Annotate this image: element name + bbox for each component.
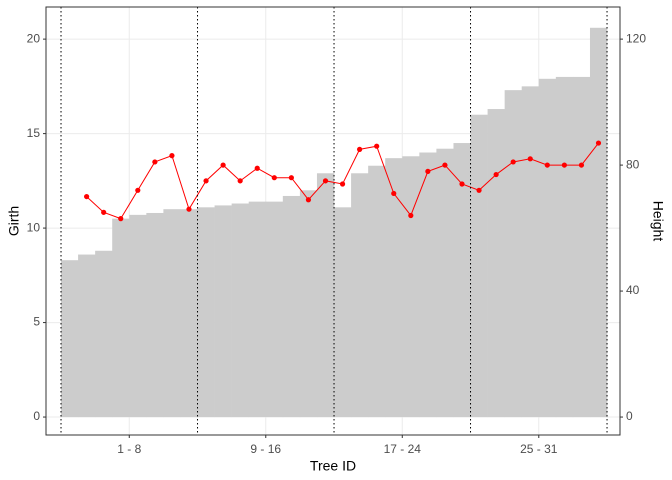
bar — [316, 173, 335, 418]
y2-axis-title: Height — [650, 201, 666, 242]
point — [203, 178, 209, 184]
bar — [112, 218, 130, 418]
point — [578, 162, 585, 168]
bar — [61, 260, 79, 418]
bar — [572, 76, 591, 418]
bar — [538, 78, 557, 418]
bar — [282, 195, 301, 418]
bar — [180, 209, 198, 418]
bar — [299, 190, 318, 418]
point — [391, 190, 397, 197]
point — [118, 216, 124, 222]
bar — [487, 109, 505, 418]
point — [135, 187, 141, 193]
bar — [231, 203, 250, 418]
bar — [248, 201, 267, 418]
x-tick-label: 9 - 16 — [250, 442, 281, 456]
bar — [402, 156, 420, 418]
bar — [368, 165, 386, 418]
y2-tick-label: 80 — [626, 157, 640, 171]
y-tick-label: 5 — [33, 315, 40, 329]
bar — [334, 207, 352, 418]
bar — [385, 158, 403, 418]
bar — [214, 205, 232, 418]
x-axis-title: Tree ID — [310, 458, 356, 474]
bar — [555, 76, 574, 418]
point — [561, 162, 567, 168]
y2-tick-label: 120 — [626, 31, 646, 45]
bar — [95, 250, 113, 418]
y-tick-label: 0 — [33, 409, 40, 423]
bar — [589, 27, 608, 418]
point — [254, 165, 260, 171]
point — [476, 187, 482, 193]
point — [408, 212, 414, 219]
bar — [129, 214, 147, 418]
point — [442, 162, 448, 168]
bar — [453, 143, 471, 418]
point — [425, 168, 431, 174]
point — [84, 193, 90, 200]
x-tick-label: 1 - 8 — [117, 442, 141, 456]
bar — [504, 90, 523, 418]
bar — [163, 209, 181, 418]
point — [101, 209, 107, 215]
bar — [146, 212, 164, 418]
point — [374, 143, 380, 149]
point — [186, 206, 192, 212]
point — [288, 175, 294, 181]
y-tick-label: 15 — [27, 126, 41, 140]
y2-tick-label: 0 — [626, 409, 633, 423]
y-axis-title: Girth — [6, 206, 22, 236]
point — [493, 171, 499, 178]
bar — [470, 114, 488, 418]
x-tick-label: 17 - 24 — [384, 442, 422, 456]
point — [271, 175, 277, 181]
point — [237, 178, 243, 184]
point — [305, 197, 312, 203]
panel-border — [45, 6, 621, 436]
bar — [436, 148, 454, 418]
point — [595, 140, 602, 146]
point — [357, 146, 363, 152]
bar — [197, 207, 215, 418]
point — [169, 153, 175, 159]
point — [220, 162, 226, 168]
point — [322, 178, 329, 184]
point — [544, 162, 550, 168]
bar — [351, 173, 369, 418]
bar — [521, 86, 540, 418]
point — [339, 181, 346, 187]
point — [152, 159, 158, 165]
x-tick-label: 25 - 31 — [520, 442, 558, 456]
y-tick-label: 10 — [27, 220, 41, 234]
y2-tick-label: 40 — [626, 283, 640, 297]
bar — [265, 201, 284, 418]
bar — [419, 152, 437, 418]
y-tick-label: 20 — [27, 31, 41, 45]
point — [527, 156, 533, 162]
point — [510, 159, 516, 165]
point — [459, 181, 465, 187]
bar — [78, 254, 96, 418]
